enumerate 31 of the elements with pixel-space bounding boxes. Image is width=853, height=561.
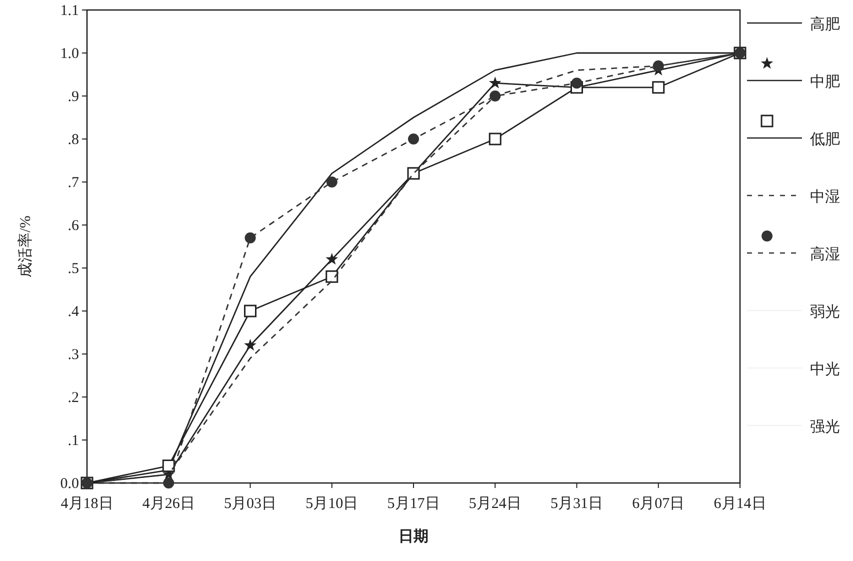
legend-label: 中湿 <box>810 188 840 206</box>
y-tick-label: .5 <box>68 261 79 277</box>
x-tick-label: 5月31日 <box>550 496 603 512</box>
y-tick-label: 1.0 <box>60 46 79 62</box>
x-tick-label: 5月03日 <box>224 496 276 512</box>
x-tick-label: 6月14日 <box>714 496 766 512</box>
y-axis-title: 成活率/% <box>17 216 34 278</box>
x-tick-label: 4月18日 <box>60 496 114 512</box>
legend-label: 低肥 <box>810 132 840 148</box>
x-tick-label: 6月07日 <box>632 496 685 512</box>
x-tick-label: 5月10日 <box>306 496 358 512</box>
y-tick-label: .8 <box>68 132 79 148</box>
x-tick-label: 5月17日 <box>387 496 440 512</box>
x-axis-title: 日期 <box>398 528 428 545</box>
y-tick-label: .3 <box>68 347 79 363</box>
legend-label: 中光 <box>810 361 840 378</box>
legend-label: 高湿 <box>810 246 840 263</box>
x-tick-label: 5月24日 <box>468 496 522 512</box>
legend-label: 高肥 <box>810 16 840 33</box>
y-tick-label: 0.0 <box>60 476 79 492</box>
y-tick-label: .2 <box>68 390 79 406</box>
y-tick-label: .1 <box>68 433 79 449</box>
legend-label: 中肥 <box>810 74 840 90</box>
y-tick-label: .6 <box>68 218 80 234</box>
y-tick-label: .7 <box>68 175 80 191</box>
y-tick-label: .4 <box>68 304 80 320</box>
x-tick-label: 4月26日 <box>142 496 195 512</box>
y-tick-label: 1.1 <box>60 3 79 19</box>
legend-label: 强光 <box>810 418 840 436</box>
legend-label: 弱光 <box>810 304 840 320</box>
y-tick-label: .9 <box>68 89 79 105</box>
